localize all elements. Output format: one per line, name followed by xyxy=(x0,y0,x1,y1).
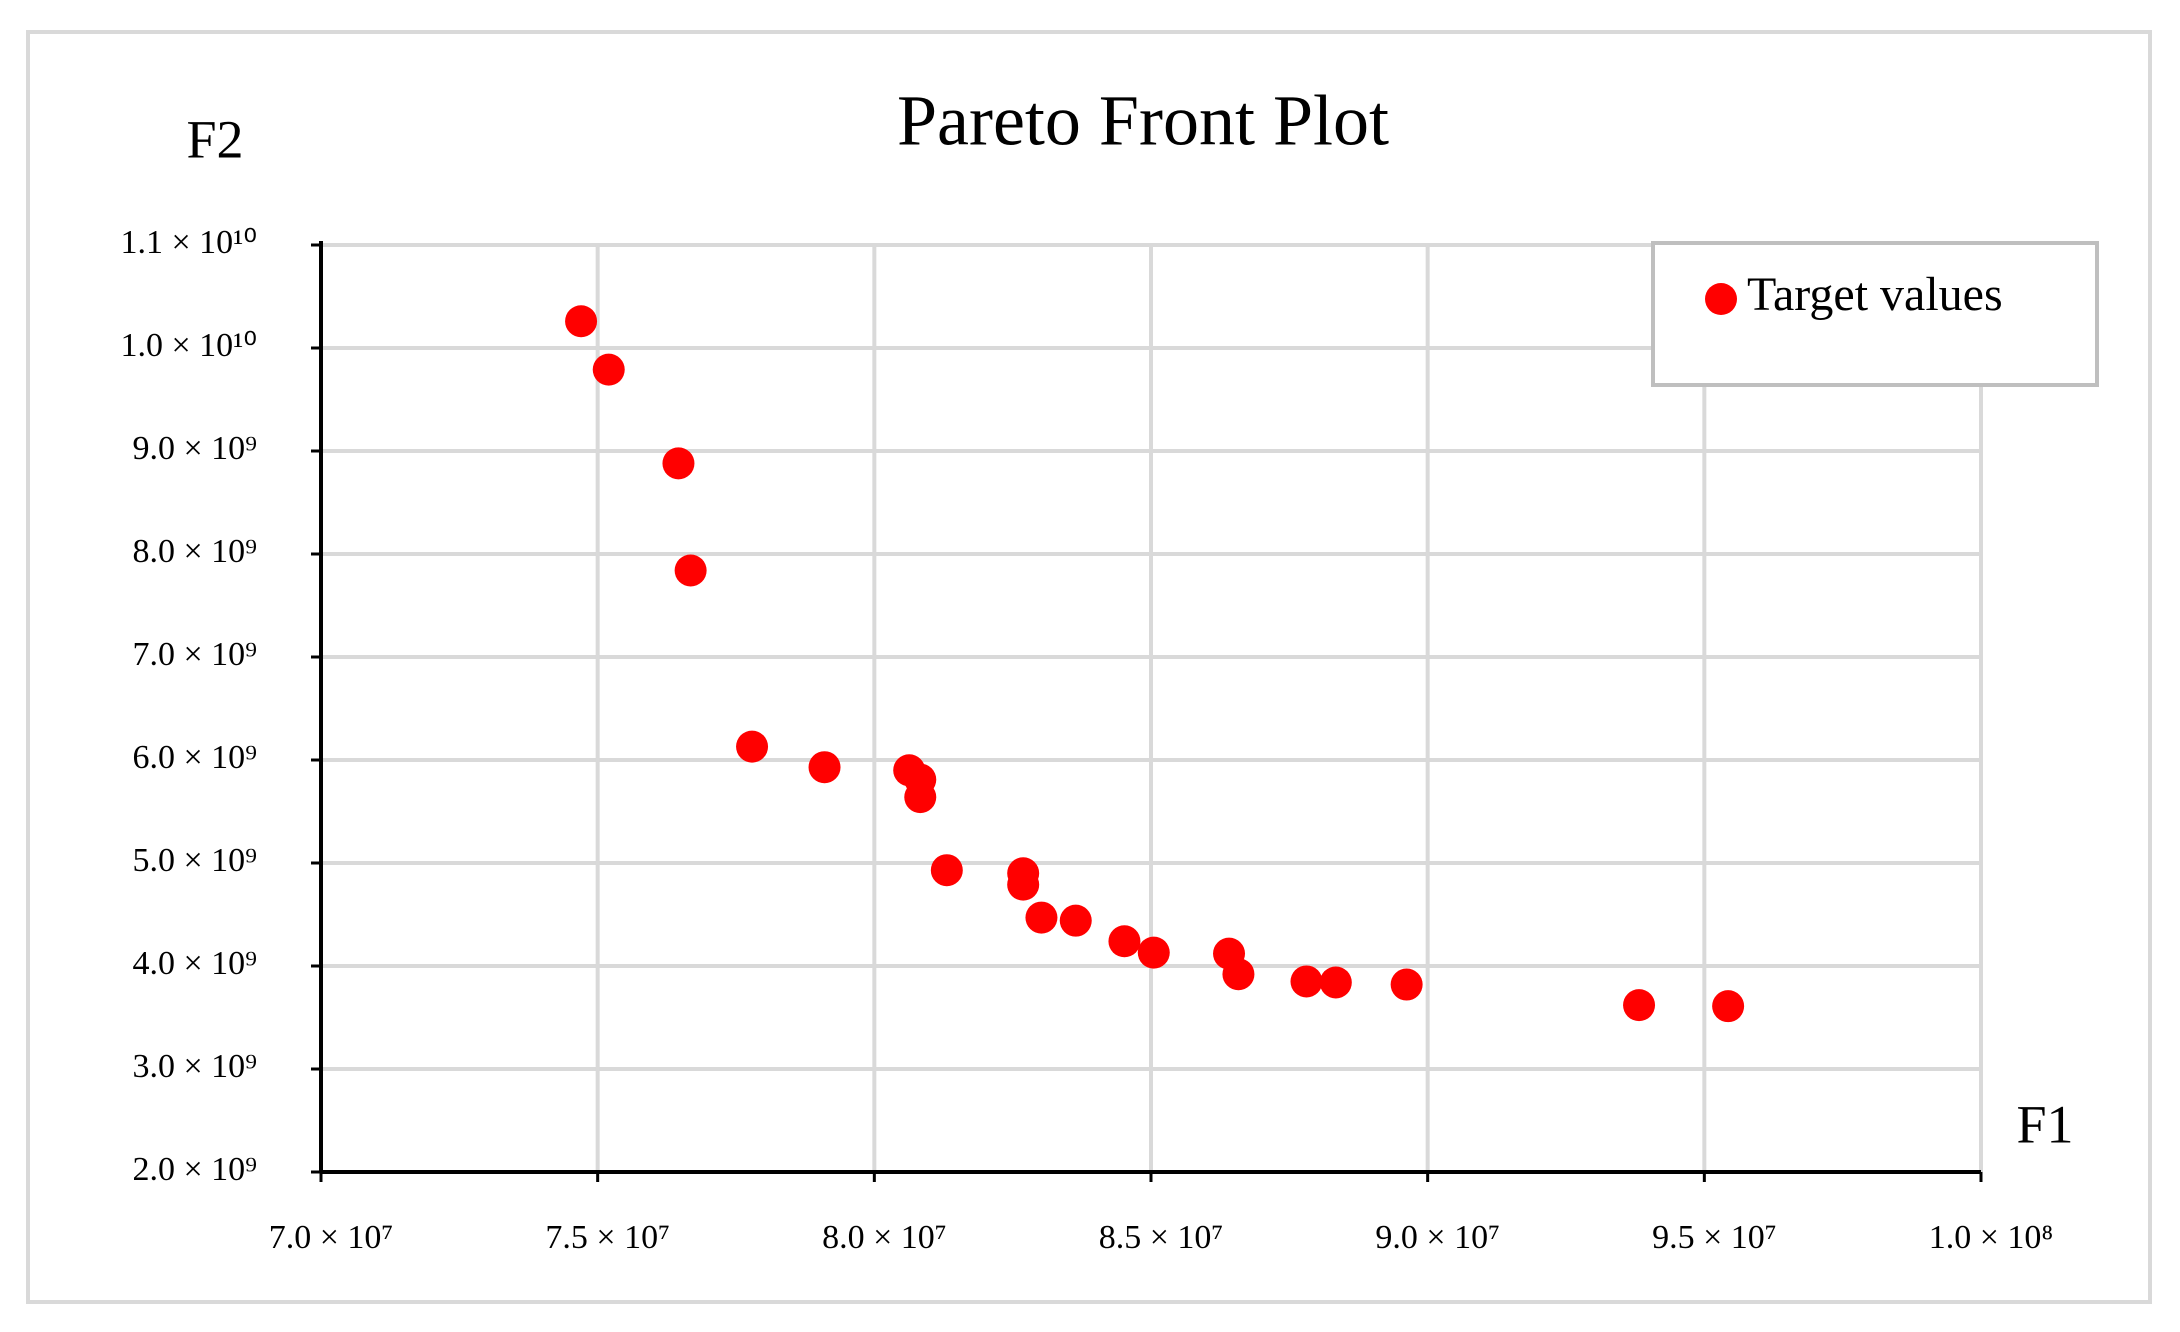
y-tick-label: 7.0 × 10⁹ xyxy=(132,636,257,673)
point xyxy=(1623,989,1656,1022)
legend-box xyxy=(1651,241,2099,387)
x-tick-label: 7.5 × 10⁷ xyxy=(545,1219,670,1256)
point xyxy=(1290,965,1323,998)
point xyxy=(674,554,707,587)
chart-border xyxy=(26,30,2152,1304)
point xyxy=(1319,966,1352,999)
y-tick-label: 8.0 × 10⁹ xyxy=(132,533,257,570)
x-tick-label: 1.0 × 10⁸ xyxy=(1929,1219,2054,1256)
chart-title: Pareto Front Plot xyxy=(897,81,1389,161)
y-tick-label: 1.0 × 10¹⁰ xyxy=(121,327,258,364)
point xyxy=(1108,925,1141,958)
y-tick-label: 6.0 × 10⁹ xyxy=(132,739,257,776)
point xyxy=(592,353,625,386)
legend-marker xyxy=(1705,283,1737,315)
point xyxy=(1712,990,1745,1023)
x-tick-label: 9.5 × 10⁷ xyxy=(1652,1219,1777,1256)
x-tick-label: 8.0 × 10⁷ xyxy=(822,1219,947,1256)
y-tick-label: 2.0 × 10⁹ xyxy=(132,1151,257,1188)
y-tick-label: 1.1 × 10¹⁰ xyxy=(121,224,258,261)
x-axis-label: F1 xyxy=(2016,1094,2073,1154)
point xyxy=(1222,958,1255,991)
point xyxy=(1007,868,1040,901)
point xyxy=(808,751,841,784)
point xyxy=(930,854,963,887)
point xyxy=(565,305,598,338)
y-tick-label: 5.0 × 10⁹ xyxy=(132,842,257,879)
point xyxy=(736,730,769,763)
legend-label: Target values xyxy=(1747,268,2003,321)
x-tick-label: 7.0 × 10⁷ xyxy=(269,1219,394,1256)
y-tick-label: 9.0 × 10⁹ xyxy=(132,430,257,467)
y-tick-label: 4.0 × 10⁹ xyxy=(132,945,257,982)
x-tick-label: 8.5 × 10⁷ xyxy=(1099,1219,1224,1256)
point xyxy=(1137,936,1170,969)
point xyxy=(1390,968,1423,1001)
x-tick-label: 9.0 × 10⁷ xyxy=(1375,1219,1500,1256)
point xyxy=(1025,901,1058,934)
point xyxy=(904,781,937,814)
y-tick-label: 3.0 × 10⁹ xyxy=(132,1048,257,1085)
y-axis-label: F2 xyxy=(186,109,243,169)
point xyxy=(1059,904,1092,937)
point xyxy=(662,447,695,480)
